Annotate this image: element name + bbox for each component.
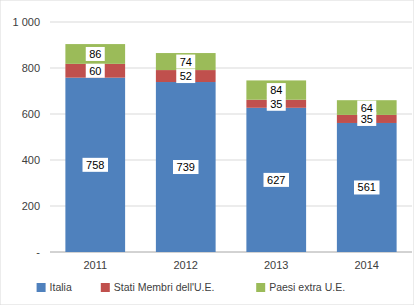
data-label: 35 [361,113,373,125]
bars [65,44,396,252]
data-label-box [86,64,105,78]
x-tick-label: 2011 [83,259,107,271]
bar-segment [156,53,216,70]
legend: Italia Stati Membri dell'U.E. Paesi extra … [37,281,345,293]
background [0,0,414,305]
data-label-box [267,97,286,111]
data-label: 84 [270,84,282,96]
bar-segment [65,64,125,78]
legend-label: Paesi extra U.E. [269,281,345,293]
data-label: 52 [180,70,192,82]
chart-container: - 200 400 600 800 1 000 758 60 86 739 52 74 627 35 84 5… [0,0,414,305]
y-tick-label: 1 000 [12,16,40,28]
x-tick-label: 2013 [264,259,288,271]
bar-segment [156,82,216,252]
data-label-box [173,160,199,174]
bar-segment [337,100,397,115]
data-label: 60 [89,65,101,77]
bar-segment [337,123,397,252]
data-label-box [357,101,376,115]
data-labels: 7586086739527462735845613564 [83,47,380,195]
data-label-box [267,83,286,97]
bar-segment [156,70,216,82]
legend-label: Italia [50,281,72,293]
data-label-box [83,158,109,172]
data-label: 739 [177,161,195,173]
data-label: 86 [89,48,101,60]
y-tick-label: 600 [22,108,40,120]
legend-swatch [37,283,46,292]
y-tick-label: - [36,246,40,258]
bar-segment [246,80,306,99]
x-tick-label: 2014 [355,259,379,271]
legend-label: Stati Membri dell'U.E. [114,281,215,293]
data-label: 64 [361,102,373,114]
chart-svg: - 200 400 600 800 1 000 758 60 86 739 52 74 627 35 84 5… [0,0,414,305]
bar-segment [65,78,125,252]
legend-swatch [101,283,110,292]
data-label: 758 [86,159,104,171]
data-label: 35 [270,98,282,110]
y-tick-label: 400 [22,154,40,166]
data-label: 74 [180,56,192,68]
data-label-box [176,69,195,83]
data-label-box [354,180,380,194]
y-tick-label: 800 [22,62,40,74]
data-label-box [176,55,195,69]
grid-line [50,22,412,23]
data-label: 627 [267,174,285,186]
bar-segment [246,108,306,252]
x-tick-label: 2012 [174,259,198,271]
bar-segment [65,44,125,64]
data-label-box [86,47,105,61]
data-label: 561 [358,181,376,193]
y-tick-label: 200 [22,200,40,212]
data-label-box [264,173,290,187]
legend-swatch [256,283,265,292]
